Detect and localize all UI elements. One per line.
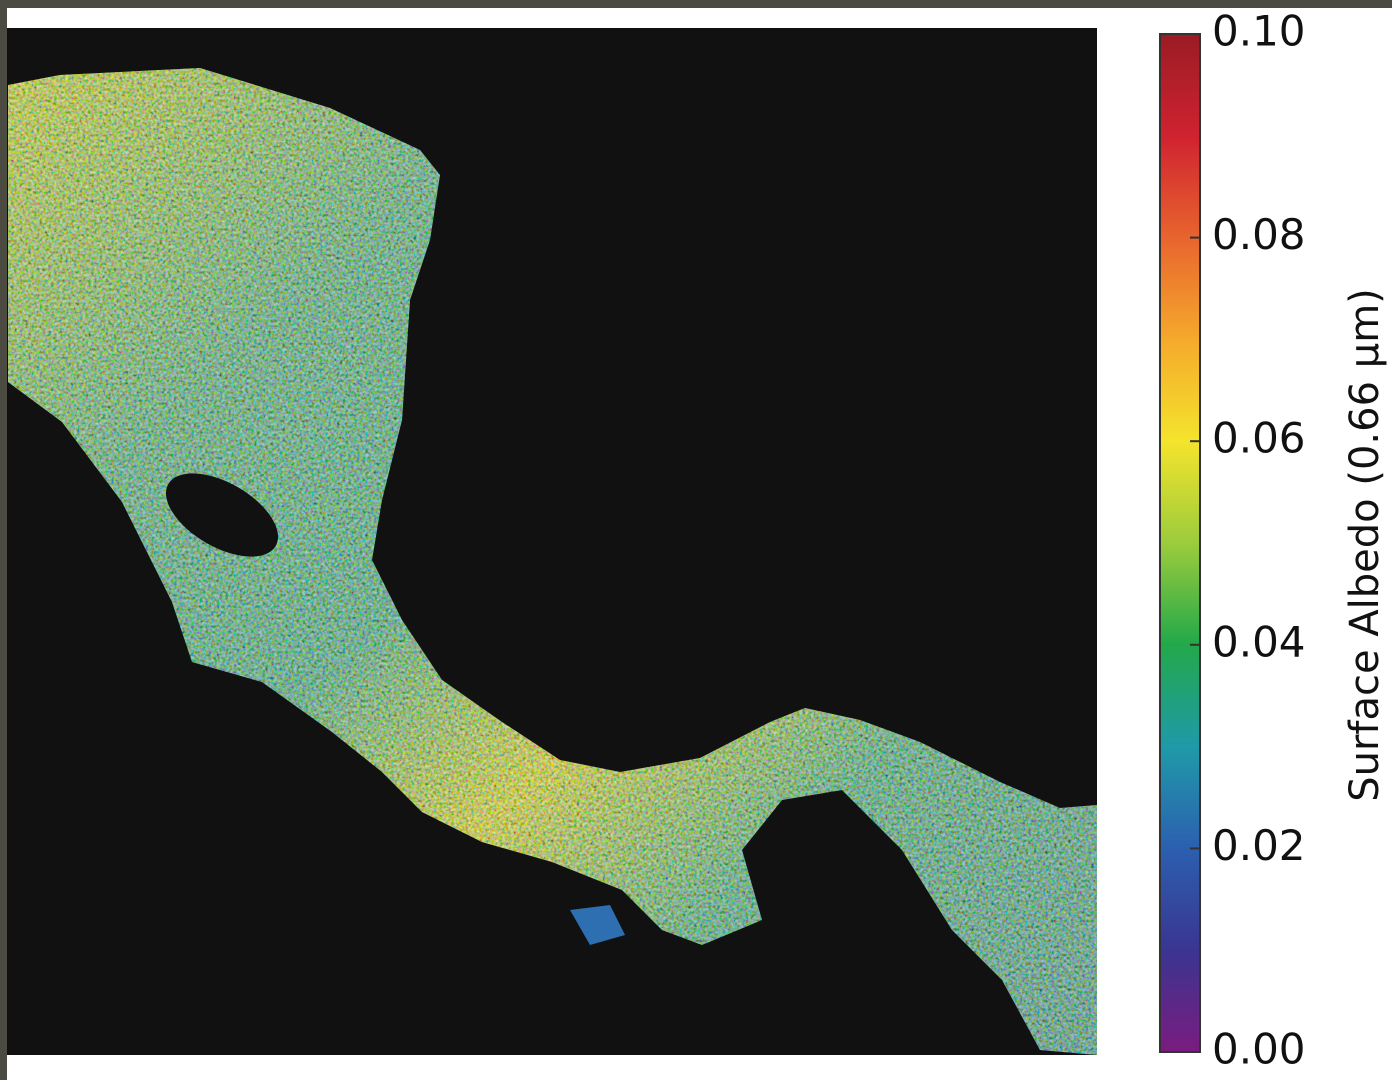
colorbar-gradient (1160, 34, 1200, 1052)
frame-top (0, 0, 1392, 8)
colorbar-tick-label: 0.08 (1212, 210, 1306, 259)
colorbar-tick-label: 0.06 (1212, 414, 1306, 463)
frame-left (0, 0, 7, 1080)
colorbar-tick-label: 0.00 (1212, 1025, 1306, 1074)
colorbar-tick-label: 0.10 (1212, 7, 1306, 56)
colorbar-tick-label: 0.02 (1212, 821, 1306, 870)
colorbar-tick-label: 0.04 (1212, 617, 1306, 666)
figure: Surface Albedo (0.66 µm) 0.00 0.02 0.04 0.0… (0, 0, 1392, 1080)
page: Surface Albedo (0.66 µm) 0.00 0.02 0.04 0.0… (0, 0, 1392, 1080)
colorbar-label: Surface Albedo (0.66 µm) (1342, 288, 1388, 802)
colorbar: Surface Albedo (0.66 µm) 0.00 0.02 0.04 0.0… (1160, 7, 1388, 1074)
